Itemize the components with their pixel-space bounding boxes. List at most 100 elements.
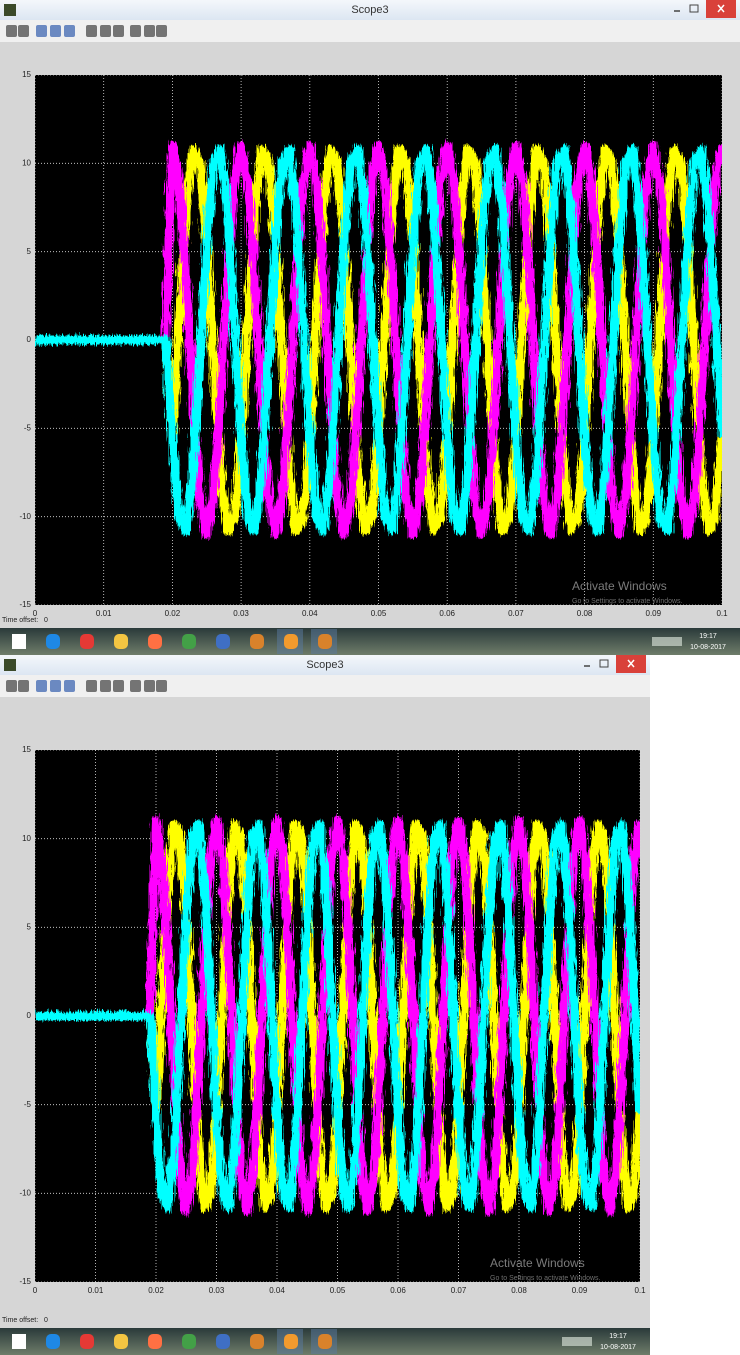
y-tick-label: 15 — [22, 70, 31, 79]
x-tick-label: 0.06 — [390, 1286, 406, 1295]
toolbar-button[interactable] — [130, 25, 141, 37]
toolbar-button[interactable] — [18, 25, 29, 37]
clock-time: 19:17 — [609, 1333, 627, 1340]
taskbar-icon[interactable] — [250, 1334, 264, 1349]
toolbar-button[interactable] — [113, 25, 124, 37]
taskbar-icon[interactable] — [216, 634, 230, 649]
x-tick-label: 0.02 — [148, 1286, 164, 1295]
x-tick-label: 0.04 — [302, 609, 318, 618]
taskbar-icon[interactable] — [182, 1334, 196, 1349]
tray-icons[interactable] — [562, 1337, 592, 1346]
taskbar-icon[interactable] — [12, 634, 26, 649]
toolbar-button[interactable] — [86, 680, 97, 692]
toolbar-button[interactable] — [64, 25, 75, 37]
taskbar-icon[interactable] — [250, 634, 264, 649]
x-tick-label: 0.08 — [577, 609, 593, 618]
toolbar-button[interactable] — [50, 25, 61, 37]
taskbar-icon[interactable] — [114, 634, 128, 649]
y-tick-label: 10 — [22, 834, 31, 843]
x-tick-label: 0.01 — [88, 1286, 104, 1295]
time-offset-value: 0 — [44, 617, 48, 624]
toolbar-button[interactable] — [156, 680, 167, 692]
window-title: Scope3 — [306, 659, 343, 671]
watermark-subtitle: Go to Settings to activate Windows. — [490, 1275, 601, 1282]
scope-window: Scope3 -15 -10 -5 0 5 10 15 0 0.01 0.02 0.03 0.04 0.0… — [0, 655, 650, 1355]
y-tick-label: 5 — [27, 922, 32, 931]
y-tick-label: 5 — [27, 247, 32, 256]
taskbar-icon[interactable] — [284, 634, 298, 649]
y-tick-label: -10 — [19, 512, 31, 521]
x-tick-label: 0.02 — [165, 609, 181, 618]
x-tick-label: 0.01 — [96, 609, 112, 618]
toolbar-button[interactable] — [18, 680, 29, 692]
x-tick-label: 0.05 — [371, 609, 387, 618]
x-tick-label: 0.04 — [269, 1286, 285, 1295]
y-tick-label: -5 — [24, 1100, 32, 1109]
x-tick-label: 0.1 — [716, 609, 728, 618]
y-tick-label: 15 — [22, 745, 31, 754]
app-icon — [4, 4, 16, 16]
toolbar-button[interactable] — [50, 680, 61, 692]
x-tick-label: 0.03 — [233, 609, 249, 618]
tray-icons[interactable] — [652, 637, 682, 646]
x-tick-label: 0.07 — [451, 1286, 467, 1295]
watermark-title: Activate Windows — [572, 579, 667, 593]
toolbar-button[interactable] — [36, 25, 47, 37]
y-tick-label: -15 — [19, 1277, 31, 1286]
toolbar-button[interactable] — [64, 680, 75, 692]
y-tick-label: -5 — [24, 423, 32, 432]
watermark-subtitle: Go to Settings to activate Windows. — [572, 598, 683, 605]
taskbar-icon[interactable] — [46, 1334, 60, 1349]
time-offset-label: Time offset: — [2, 1317, 38, 1324]
taskbar-icon[interactable] — [284, 1334, 298, 1349]
x-tick-label: 0.07 — [508, 609, 524, 618]
clock-time: 19:17 — [699, 633, 717, 640]
toolbar-button[interactable] — [6, 680, 17, 692]
y-tick-label: 0 — [27, 335, 32, 344]
watermark-title: Activate Windows — [490, 1256, 585, 1270]
x-tick-label: 0.09 — [572, 1286, 588, 1295]
y-tick-label: 0 — [27, 1011, 32, 1020]
page: Scope3 -15 -10 -5 0 5 10 15 0 0.01 0.02 0.03 0.04 0.0… — [0, 0, 740, 1355]
x-tick-label: 0 — [33, 1286, 38, 1295]
taskbar-icon[interactable] — [80, 634, 94, 649]
taskbar-icon[interactable] — [12, 1334, 26, 1349]
app-icon — [4, 659, 16, 671]
taskbar-icon[interactable] — [216, 1334, 230, 1349]
toolbar-button[interactable] — [100, 680, 111, 692]
toolbar-button[interactable] — [130, 680, 141, 692]
taskbar-icon[interactable] — [46, 634, 60, 649]
y-tick-label: 10 — [22, 158, 31, 167]
toolbar-button[interactable] — [113, 680, 124, 692]
window-title: Scope3 — [351, 4, 388, 16]
x-tick-label: 0.05 — [330, 1286, 346, 1295]
taskbar — [0, 628, 740, 655]
taskbar-icon[interactable] — [114, 1334, 128, 1349]
screenshot: Scope3 -15 -10 -5 0 5 10 15 0 0.01 0.02 0.03 0.04 0.0… — [0, 0, 740, 1355]
taskbar-icon[interactable] — [148, 1334, 162, 1349]
x-tick-label: 0.06 — [439, 609, 455, 618]
x-tick-label: 0.03 — [209, 1286, 225, 1295]
x-tick-label: 0.1 — [634, 1286, 646, 1295]
toolbar — [0, 675, 650, 697]
toolbar-button[interactable] — [144, 680, 155, 692]
x-tick-label: 0.08 — [511, 1286, 527, 1295]
toolbar-button[interactable] — [100, 25, 111, 37]
taskbar-icon[interactable] — [80, 1334, 94, 1349]
taskbar-icon[interactable] — [318, 1334, 332, 1349]
y-tick-label: -10 — [19, 1188, 31, 1197]
y-tick-label: -15 — [19, 600, 31, 609]
taskbar-icon[interactable] — [148, 634, 162, 649]
clock-date: 10-08-2017 — [690, 644, 726, 651]
clock-date: 10-08-2017 — [600, 1344, 636, 1351]
taskbar-icon[interactable] — [182, 634, 196, 649]
x-tick-label: 0.09 — [646, 609, 662, 618]
toolbar-button[interactable] — [36, 680, 47, 692]
scope-window: Scope3 -15 -10 -5 0 5 10 15 0 0.01 0.02 0.03 0.04 0.0… — [0, 0, 740, 655]
toolbar-button[interactable] — [6, 25, 17, 37]
time-offset-label: Time offset: — [2, 617, 38, 624]
toolbar-button[interactable] — [156, 25, 167, 37]
taskbar-icon[interactable] — [318, 634, 332, 649]
toolbar-button[interactable] — [144, 25, 155, 37]
toolbar-button[interactable] — [86, 25, 97, 37]
